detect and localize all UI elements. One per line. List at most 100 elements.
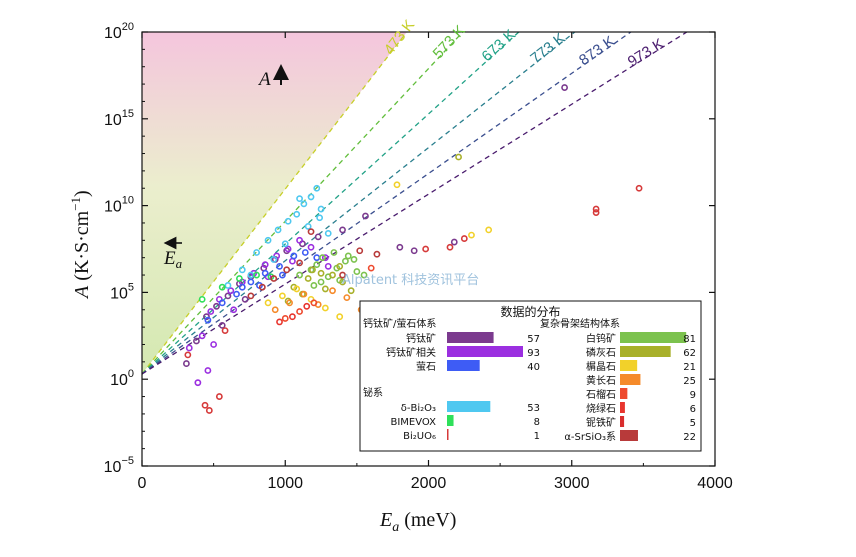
legend-bar (447, 332, 494, 343)
data-point (247, 292, 255, 300)
data-point (373, 250, 381, 258)
data-point (278, 271, 286, 279)
data-point (238, 283, 246, 291)
data-point (304, 275, 312, 282)
data-point (592, 209, 600, 216)
legend-item-label: BIMEVOX (390, 417, 436, 428)
legend-item-count: 25 (683, 376, 696, 387)
data-point (274, 226, 282, 234)
data-point (307, 193, 315, 201)
legend-item-count: 22 (683, 432, 696, 443)
data-point (283, 266, 291, 274)
data-point (198, 332, 206, 340)
data-point (247, 278, 255, 286)
data-point (224, 292, 232, 300)
data-point (218, 283, 226, 291)
data-point (296, 236, 303, 244)
data-point (455, 153, 462, 161)
legend-item-count: 93 (527, 348, 540, 359)
legend-box (359, 300, 702, 452)
data-point (321, 254, 329, 262)
data-point (339, 278, 346, 286)
legend-group-title: 复杂骨架结构体系 (540, 317, 620, 330)
data-point (336, 262, 344, 270)
data-point (289, 313, 296, 321)
data-point (241, 295, 249, 303)
data-point (185, 344, 193, 352)
isotherm-lines (142, 32, 688, 375)
legend-item-count: 6 (690, 404, 696, 415)
data-point (205, 407, 213, 414)
data-point (270, 256, 278, 263)
data-point (422, 245, 430, 253)
legend-bar (620, 416, 625, 427)
data-point (289, 257, 296, 265)
data-point (324, 262, 332, 270)
data-point (321, 304, 329, 312)
isotherm-line (142, 32, 520, 375)
legend-item-label: 钙钛矿 (406, 332, 436, 345)
data-point (468, 231, 475, 239)
legend-bar (447, 401, 491, 412)
data-point (410, 247, 418, 255)
data-point (362, 212, 369, 220)
legend-bar (620, 374, 641, 385)
legend-bar (620, 430, 638, 441)
legend-item-count: 8 (534, 417, 540, 428)
legend-item-label: 磷灰石 (586, 346, 616, 359)
data-point (339, 226, 346, 234)
data-point (264, 299, 272, 307)
data-point (446, 243, 454, 251)
data-point (253, 271, 260, 279)
data-point (253, 249, 260, 256)
data-point (329, 287, 336, 295)
data-point (301, 249, 309, 256)
legend-item-count: 5 (690, 418, 696, 429)
x-tick-label: 4000 (697, 475, 733, 492)
data-point (218, 299, 226, 307)
data-point (321, 285, 329, 293)
data-points (183, 84, 643, 414)
data-point (201, 401, 209, 409)
y-tick-label: 100 (110, 368, 134, 389)
legend-item-count: 81 (683, 334, 696, 345)
legend-item-label: 榍晶石 (586, 360, 616, 373)
data-point (296, 195, 303, 203)
data-point (227, 287, 235, 295)
data-point (339, 271, 346, 279)
y-tick-label: 10−5 (104, 455, 134, 476)
data-point (343, 294, 351, 302)
data-point (396, 243, 404, 251)
data-point (353, 268, 361, 275)
data-point (264, 236, 272, 244)
data-point (313, 261, 321, 269)
data-point (329, 271, 336, 279)
data-point (344, 252, 352, 260)
data-point (303, 302, 311, 310)
data-point (276, 262, 283, 270)
ea-arrow-annotation: Ea (163, 236, 183, 271)
legend-item-label: 石榴石 (586, 388, 616, 401)
isotherm-label: 573 K (430, 22, 469, 62)
isotherm-line (142, 32, 408, 375)
data-point (210, 341, 218, 348)
data-point (238, 266, 246, 274)
x-tick-label: 1000 (267, 475, 303, 492)
isotherm-line (142, 32, 576, 375)
x-tick-label: 2000 (411, 475, 447, 492)
legend-bar (447, 429, 449, 440)
legend-bar (620, 346, 671, 357)
data-point (460, 235, 468, 242)
data-point (284, 245, 292, 253)
legend-item-label: 钙钛矿相关 (386, 346, 436, 359)
y-axis-title: A (K·S·cm−1) (68, 190, 93, 300)
ea-label: Ea (163, 248, 183, 271)
data-point (270, 275, 278, 282)
data-point (561, 84, 568, 91)
y-tick-label: 1010 (104, 195, 134, 216)
data-point (319, 254, 326, 262)
data-point (316, 214, 324, 222)
data-point (314, 233, 322, 241)
data-point (215, 393, 223, 400)
